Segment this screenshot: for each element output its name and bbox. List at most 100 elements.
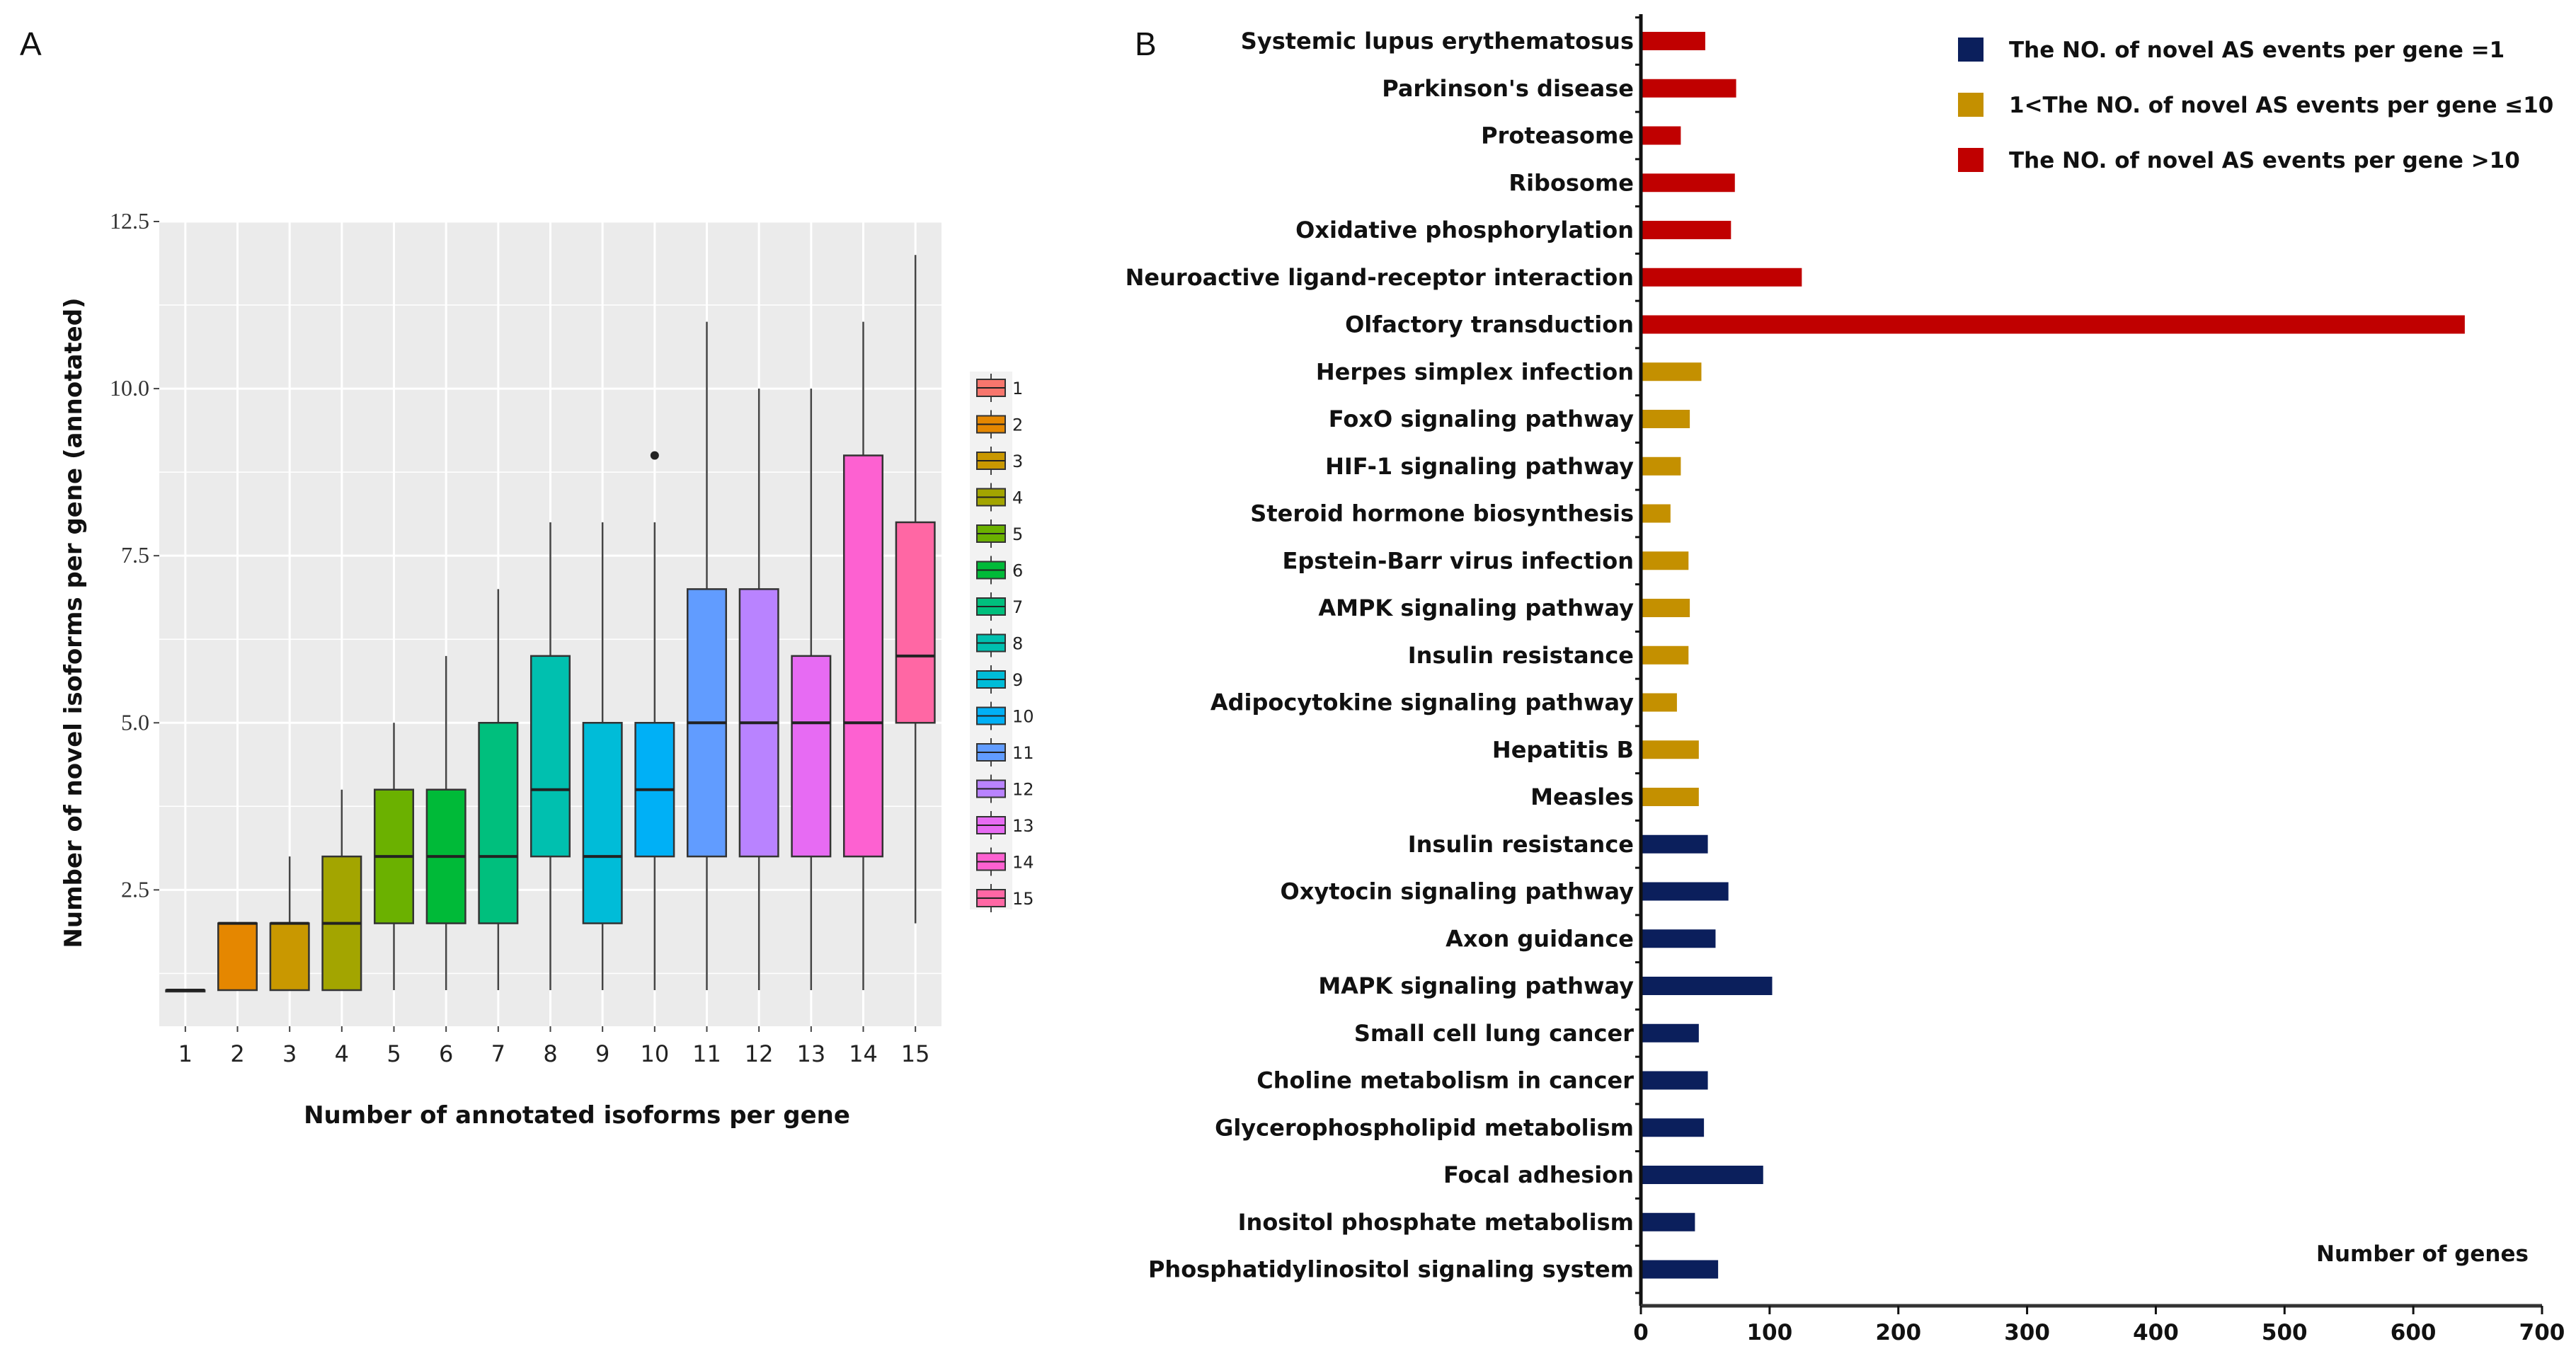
legend-label: 3 bbox=[1012, 452, 1023, 471]
category-label: Ribosome bbox=[1509, 169, 1634, 196]
x-tick-label: 13 bbox=[796, 1040, 825, 1067]
legend-item: 11 bbox=[976, 738, 1034, 766]
category-label: Insulin resistance bbox=[1408, 831, 1634, 858]
x-tick-label: 2 bbox=[230, 1040, 244, 1067]
x-tick-label: 600 bbox=[2391, 1320, 2437, 1345]
x-tick-label: 14 bbox=[849, 1040, 878, 1067]
legend-item: 6 bbox=[976, 556, 1023, 585]
legend-item: 2 bbox=[976, 410, 1023, 439]
legend-item: 3 bbox=[976, 447, 1023, 475]
legend-item: 10 bbox=[976, 701, 1034, 730]
x-axis-title: Number of annotated isoforms per gene bbox=[304, 1101, 850, 1130]
legend-item: 15 bbox=[976, 884, 1034, 912]
panel-b-barchart: B Systemic lupus erythematosus Parkinson'… bbox=[1126, 14, 2565, 1345]
category-label: Measles bbox=[1530, 783, 1634, 810]
legend-label: 1 bbox=[1012, 379, 1023, 398]
legend-label: 5 bbox=[1012, 524, 1023, 544]
legend-item: 9 bbox=[976, 665, 1023, 694]
box-body bbox=[791, 655, 832, 858]
category-label: HIF-1 signaling pathway bbox=[1325, 453, 1634, 480]
y-tick-label: 5.0 bbox=[121, 709, 149, 735]
legend-item: 1<The NO. of novel AS events per gene ≤1… bbox=[1958, 93, 2553, 118]
category-label: MAPK signaling pathway bbox=[1318, 972, 1634, 999]
bar bbox=[1641, 410, 1690, 428]
x-tick-label: 15 bbox=[901, 1040, 930, 1067]
box-3 bbox=[269, 856, 310, 992]
x-tick-label: 400 bbox=[2133, 1320, 2179, 1345]
x-tick-label: 4 bbox=[335, 1040, 349, 1067]
bar bbox=[1641, 551, 1689, 570]
box-11 bbox=[686, 321, 728, 991]
y-tick-label: 7.5 bbox=[121, 542, 149, 568]
category-label: Small cell lung cancer bbox=[1354, 1020, 1634, 1047]
x-tick-label: 1 bbox=[178, 1040, 193, 1067]
bar bbox=[1641, 173, 1735, 193]
box-body bbox=[895, 521, 936, 724]
bar bbox=[1641, 834, 1708, 854]
category-label: Oxidative phosphorylation bbox=[1295, 217, 1634, 243]
bar bbox=[1641, 1118, 1705, 1137]
x-tick-label: 10 bbox=[640, 1040, 669, 1067]
category-label: Focal adhesion bbox=[1443, 1161, 1634, 1188]
legend-label: The NO. of novel AS events per gene >10 bbox=[2009, 148, 2520, 173]
category-label: Herpes simplex infection bbox=[1316, 358, 1634, 385]
legend-label: 7 bbox=[1012, 597, 1023, 617]
legend-swatch bbox=[1958, 93, 1983, 117]
box-6 bbox=[425, 655, 466, 991]
legend-label: 11 bbox=[1012, 743, 1034, 763]
x-tick-label: 9 bbox=[595, 1040, 609, 1067]
bar bbox=[1641, 315, 2465, 334]
category-label: Olfactory transduction bbox=[1345, 311, 1634, 338]
legend-label: 15 bbox=[1012, 889, 1034, 909]
box-2 bbox=[217, 921, 258, 992]
legend-label: 8 bbox=[1012, 634, 1023, 654]
category-label: Axon guidance bbox=[1446, 925, 1634, 952]
category-label: Epstein-Barr virus infection bbox=[1283, 547, 1634, 574]
box-body bbox=[478, 722, 519, 924]
legend-label: 14 bbox=[1012, 853, 1034, 873]
bar bbox=[1641, 504, 1671, 523]
box-body bbox=[842, 454, 884, 858]
y-tick-label: 2.5 bbox=[121, 876, 149, 902]
legend-item: 8 bbox=[976, 628, 1023, 657]
legend-label: 4 bbox=[1012, 488, 1023, 508]
y-axis-title: Number of novel isoforms per gene (annot… bbox=[59, 297, 88, 948]
box-1 bbox=[165, 989, 206, 993]
bar bbox=[1641, 693, 1677, 712]
legend-label: 10 bbox=[1012, 707, 1034, 727]
bar bbox=[1641, 599, 1690, 617]
x-tick-label: 100 bbox=[1746, 1320, 1792, 1345]
category-label: Glycerophospholipid metabolism bbox=[1215, 1114, 1634, 1141]
legend-item: 12 bbox=[976, 774, 1034, 803]
category-label: Oxytocin signaling pathway bbox=[1280, 878, 1634, 905]
box-body bbox=[529, 655, 571, 858]
box-12 bbox=[738, 389, 779, 991]
bar bbox=[1641, 1071, 1708, 1090]
box-5 bbox=[373, 723, 415, 991]
x-tick-label: 11 bbox=[692, 1040, 721, 1067]
x-tick-label: 300 bbox=[2004, 1320, 2050, 1345]
box-13 bbox=[791, 389, 832, 991]
bar bbox=[1641, 740, 1699, 759]
panel-b-label: B bbox=[1135, 25, 1157, 62]
bar bbox=[1641, 929, 1716, 948]
box-14 bbox=[842, 321, 884, 991]
x-tick-label: 3 bbox=[282, 1040, 297, 1067]
box-body bbox=[217, 922, 258, 992]
bar bbox=[1641, 1212, 1695, 1231]
x-tick-label: 700 bbox=[2519, 1320, 2565, 1345]
bar bbox=[1641, 79, 1736, 98]
box-15 bbox=[895, 255, 936, 924]
legend-label: The NO. of novel AS events per gene =1 bbox=[2009, 38, 2505, 63]
panel-a-boxplot: A 2.55.07.510.012.5 1 2 3 4 5 6 7 8 9 10 11 12 13 14 1… bbox=[20, 25, 1034, 1130]
x-tick-label: 8 bbox=[543, 1040, 557, 1067]
legend-item: The NO. of novel AS events per gene =1 bbox=[1958, 38, 2505, 63]
category-label: AMPK signaling pathway bbox=[1318, 595, 1634, 621]
outlier-point bbox=[650, 451, 659, 460]
category-label: Hepatitis B bbox=[1492, 736, 1634, 763]
legend-label: 2 bbox=[1012, 415, 1023, 435]
legend-label: 9 bbox=[1012, 670, 1023, 690]
category-label: Phosphatidylinositol signaling system bbox=[1148, 1256, 1634, 1283]
bar bbox=[1641, 456, 1681, 476]
